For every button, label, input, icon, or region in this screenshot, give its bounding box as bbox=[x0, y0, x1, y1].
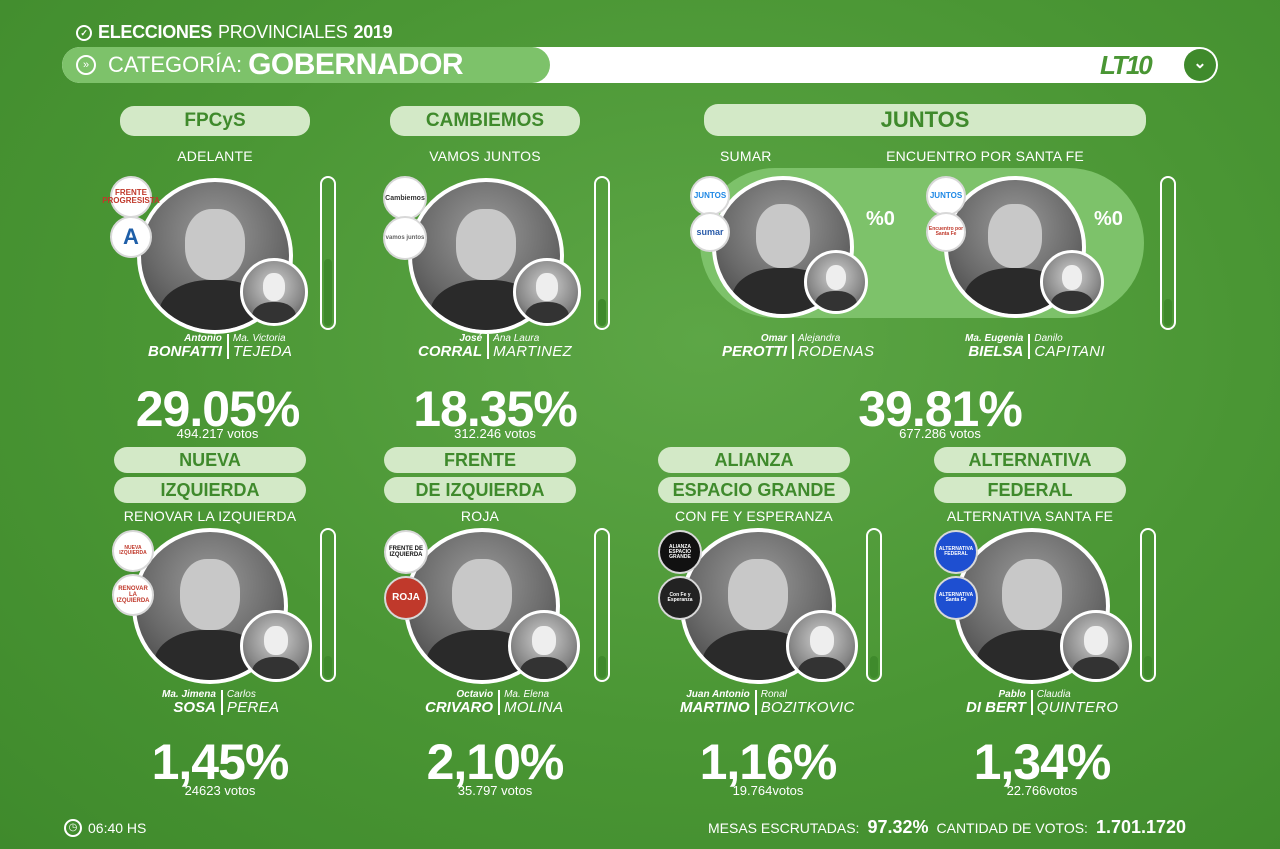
vote-count: 19.764votos bbox=[732, 783, 804, 798]
candidate-names: Ma. Jimena SOSA Carlos PEREA bbox=[162, 689, 280, 716]
title-light: PROVINCIALES bbox=[218, 22, 348, 42]
votos-label: CANTIDAD DE VOTOS: bbox=[936, 820, 1088, 836]
vote-gauge bbox=[594, 528, 610, 682]
vice-candidate-photo bbox=[508, 610, 580, 682]
vote-gauge bbox=[1140, 528, 1156, 682]
vote-percentage: 1,16% bbox=[699, 734, 838, 790]
party-pill: FEDERAL bbox=[934, 477, 1126, 503]
list-name: SUMAR bbox=[720, 148, 772, 164]
party-logo-badge: FRENTE PROGRESISTA bbox=[102, 176, 160, 218]
list-name: RENOVAR LA IZQUIERDA bbox=[123, 508, 297, 524]
title-year: 2019 bbox=[353, 22, 393, 42]
party-logo-badge: FRENTE DE IZQUIERDA bbox=[384, 530, 428, 574]
candidate-names: Pablo DI BERT Claudia QUINTERO bbox=[966, 689, 1119, 716]
party-pill: FRENTE bbox=[384, 447, 576, 473]
list-name: ENCUENTRO POR SANTA FE bbox=[886, 148, 1084, 164]
candidate-names: Ma. Eugenia BIELSA Danilo CAPITANI bbox=[965, 333, 1105, 360]
candidate-names: Antonio BONFATTI Ma. Victoria TEJEDA bbox=[148, 333, 293, 360]
list-name: ADELANTE bbox=[177, 148, 253, 164]
party-logo-badge: Cambiemos bbox=[383, 176, 427, 220]
category-label: CATEGORÍA: bbox=[108, 52, 243, 77]
party-logo-badge: JUNTOS bbox=[690, 176, 730, 216]
list-name: CON FE Y ESPERANZA bbox=[675, 508, 833, 524]
vote-percentage: 18.35% bbox=[413, 381, 578, 437]
vote-count: 494.217 votos bbox=[176, 426, 259, 441]
vote-percentage: 1,34% bbox=[973, 734, 1112, 790]
party-logo-badge: Encuentro por Santa Fe bbox=[926, 212, 966, 252]
party-pill: ESPACIO GRANDE bbox=[658, 477, 850, 503]
title-bold: ELECCIONES bbox=[98, 22, 213, 42]
mesas-label: MESAS ESCRUTADAS: bbox=[708, 820, 860, 836]
list-percentage: %0 bbox=[1094, 208, 1123, 230]
vote-gauge bbox=[866, 528, 882, 682]
party-logo-badge: Con Fe y Esperanza bbox=[658, 576, 702, 620]
vice-candidate-photo bbox=[804, 250, 868, 314]
party-logo-badge: vamos juntos bbox=[383, 216, 427, 260]
lt10-logo: LT10 bbox=[1100, 50, 1153, 80]
list-percentage: %0 bbox=[866, 208, 895, 230]
vice-candidate-photo bbox=[240, 610, 312, 682]
vice-candidate-photo bbox=[240, 258, 308, 326]
party-pill-cambiemos: CAMBIEMOS bbox=[390, 106, 580, 136]
party-pill: DE IZQUIERDA bbox=[384, 477, 576, 503]
party-pill: IZQUIERDA bbox=[114, 477, 306, 503]
vote-gauge bbox=[1160, 176, 1176, 330]
page-title: ✓ ELECCIONES PROVINCIALES 2019 bbox=[76, 22, 393, 43]
votos-value: 1.701.1720 bbox=[1095, 817, 1187, 837]
candidate-photo bbox=[954, 528, 1110, 684]
vote-count: 22.766votos bbox=[1006, 783, 1078, 798]
party-logo-badge: A bbox=[110, 216, 152, 258]
clock-icon: ◷ bbox=[64, 819, 82, 837]
vote-percentage: 2,10% bbox=[426, 734, 565, 790]
candidate-names: José CORRAL Ana Laura MARTINEZ bbox=[418, 333, 572, 360]
list-name: ROJA bbox=[460, 508, 500, 524]
chevron-down-icon[interactable]: ⌄ bbox=[1184, 49, 1216, 81]
candidate-names: Octavio CRIVARO Ma. Elena MOLINA bbox=[425, 689, 564, 716]
forward-icon: » bbox=[76, 55, 96, 75]
party-logo-badge: ROJA bbox=[384, 576, 428, 620]
vote-gauge bbox=[320, 528, 336, 682]
vote-gauge bbox=[320, 176, 336, 330]
party-pill-fpcys: FPCyS bbox=[120, 106, 310, 136]
vice-candidate-photo bbox=[1040, 250, 1104, 314]
list-name: VAMOS JUNTOS bbox=[429, 148, 541, 164]
candidate-names: Juan Antonio MARTINO Ronal BOZITKOVIC bbox=[680, 689, 855, 716]
vote-count: 677.286 votos bbox=[899, 426, 981, 441]
ballot-icon: ✓ bbox=[76, 24, 92, 41]
party-logo-badge: ALIANZA ESPACIO GRANDE bbox=[658, 530, 702, 574]
party-logo-badge: sumar bbox=[690, 212, 730, 252]
party-logo-badge: JUNTOS bbox=[926, 176, 966, 216]
category-value: GOBERNADOR bbox=[248, 48, 464, 81]
update-time: ◷ 06:40 HS bbox=[64, 819, 146, 837]
vote-count: 35.797 votos bbox=[457, 783, 533, 798]
footer-stats: MESAS ESCRUTADAS: 97.32% CANTIDAD DE VOT… bbox=[708, 817, 1186, 838]
party-logo-badge: ALTERNATIVA Santa Fe bbox=[934, 576, 978, 620]
vote-percentage: 1,45% bbox=[151, 734, 290, 790]
vote-count: 312.246 votos bbox=[454, 426, 536, 441]
list-name: ALTERNATIVA SANTA FE bbox=[946, 508, 1114, 524]
vote-count: 24623 votos bbox=[184, 783, 256, 798]
category-pill[interactable]: » CATEGORÍA: GOBERNADOR bbox=[62, 47, 550, 83]
party-logo-badge: ALTERNATIVA FEDERAL bbox=[934, 530, 978, 574]
party-logo-badge: NUEVA IZQUIERDA bbox=[112, 530, 154, 572]
vice-candidate-photo bbox=[513, 258, 581, 326]
vote-percentage: 39.81% bbox=[858, 381, 1023, 437]
mesas-value: 97.32% bbox=[867, 817, 929, 837]
party-pill: ALIANZA bbox=[658, 447, 850, 473]
vote-percentage: 29.05% bbox=[135, 381, 301, 437]
party-pill: ALTERNATIVA bbox=[934, 447, 1126, 473]
candidate-photo bbox=[712, 176, 854, 318]
party-pill-juntos: JUNTOS bbox=[704, 104, 1146, 136]
candidate-names: Omar PEROTTI Alejandra RODENAS bbox=[722, 333, 875, 360]
vice-candidate-photo bbox=[786, 610, 858, 682]
vice-candidate-photo bbox=[1060, 610, 1132, 682]
party-pill: NUEVA bbox=[114, 447, 306, 473]
party-logo-badge: RENOVAR LA IZQUIERDA bbox=[112, 574, 154, 616]
vote-gauge bbox=[594, 176, 610, 330]
